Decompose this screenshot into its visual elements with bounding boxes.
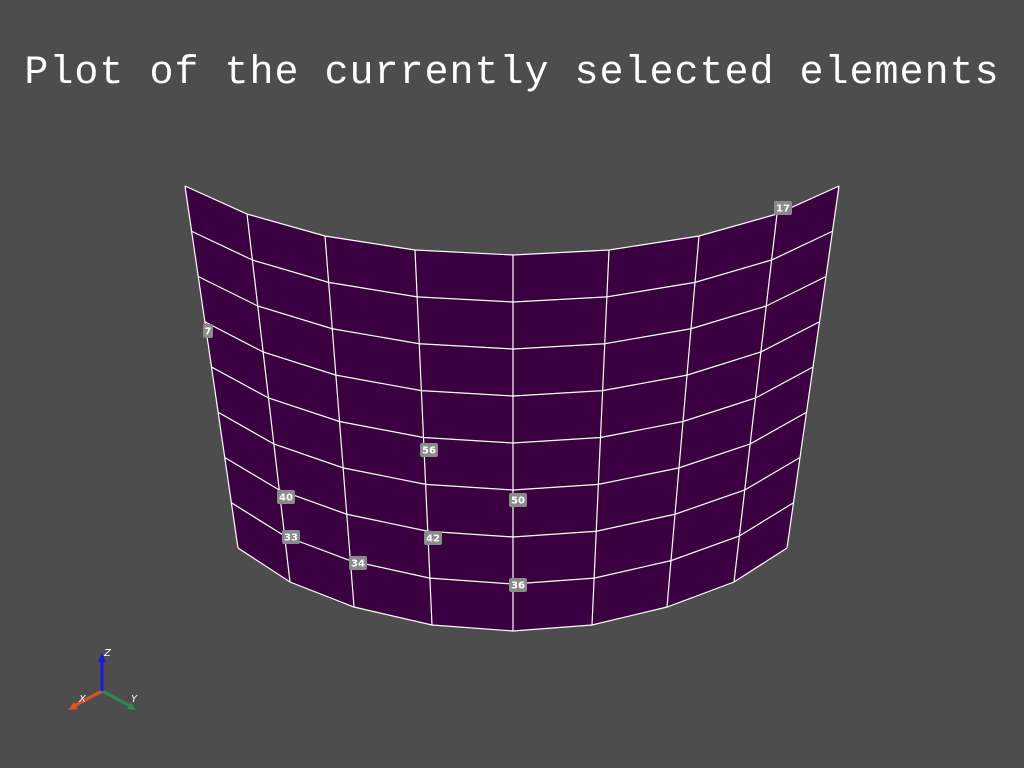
z-axis-arrow xyxy=(98,653,106,662)
svg-text:7: 7 xyxy=(205,327,212,338)
svg-text:36: 36 xyxy=(511,581,525,592)
orientation-axes-widget: X Y Z xyxy=(68,648,138,710)
element-label-42: 42 xyxy=(424,531,442,545)
element-label-7: 7 xyxy=(203,324,213,338)
element-label-40: 40 xyxy=(277,490,295,504)
y-axis-label: Y xyxy=(131,694,138,705)
mesh-edge-column xyxy=(786,185,840,549)
y-axis-arrow xyxy=(127,702,136,710)
svg-text:33: 33 xyxy=(284,533,298,544)
element-label-56: 56 xyxy=(420,443,438,457)
mesh-edge-column xyxy=(733,213,778,583)
mesh-edge-column xyxy=(414,249,433,626)
element-label-50: 50 xyxy=(509,493,527,507)
svg-text:56: 56 xyxy=(422,446,436,457)
svg-text:34: 34 xyxy=(351,559,365,570)
x-axis-line xyxy=(71,689,103,709)
mesh-edge-column xyxy=(666,235,700,608)
mesh-edge-column xyxy=(246,213,291,583)
svg-text:42: 42 xyxy=(426,534,440,545)
x-axis-arrow xyxy=(68,702,78,710)
svg-text:17: 17 xyxy=(776,204,790,215)
z-axis-label: Z xyxy=(103,648,112,659)
element-labels: 17 7 56 40 50 33 42 34 36 xyxy=(203,201,792,592)
element-label-36: 36 xyxy=(509,578,527,592)
element-label-34: 34 xyxy=(349,556,367,570)
svg-text:40: 40 xyxy=(279,493,293,504)
mesh-edge-column xyxy=(324,235,355,608)
element-label-33: 33 xyxy=(282,530,300,544)
surface-face xyxy=(185,186,839,631)
mesh-edge-column xyxy=(184,185,239,549)
svg-text:50: 50 xyxy=(511,496,525,507)
x-axis-label: X xyxy=(78,694,87,705)
element-label-17: 17 xyxy=(774,201,792,215)
y-axis-line xyxy=(101,689,133,709)
plot-title: Plot of the currently selected elements xyxy=(24,51,1000,96)
mesh-edge-column xyxy=(591,249,610,626)
surface-mesh xyxy=(184,185,840,632)
